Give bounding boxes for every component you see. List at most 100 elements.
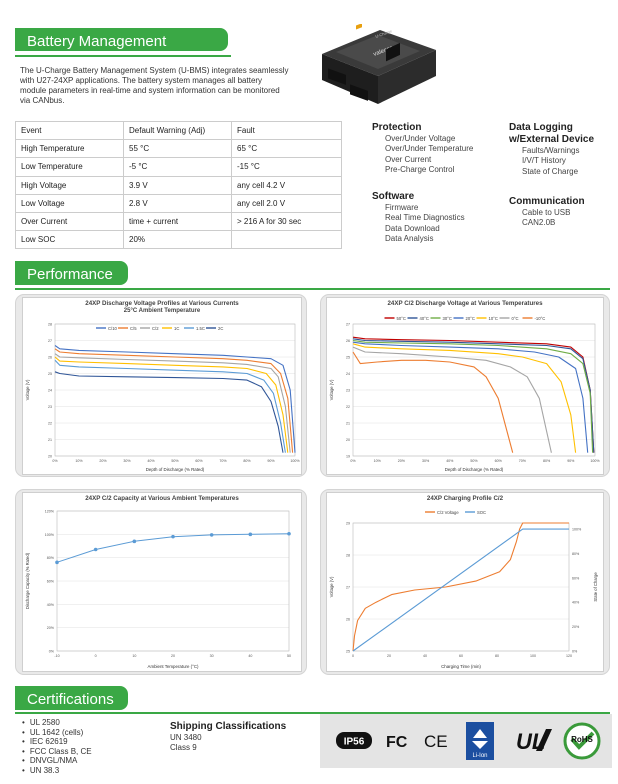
y-tick-label: 20 [48, 455, 52, 459]
legend-label: 10°C [489, 316, 498, 321]
x-tick-label: 100 [530, 654, 536, 658]
table-cell: -5 °C [123, 157, 232, 177]
y-tick-label: 20 [346, 438, 350, 442]
certification-item: UL 1642 (cells) [20, 728, 92, 738]
certification-item: FCC Class B, CE [20, 747, 92, 757]
x-tick-label: 100% [290, 459, 300, 463]
legend-label: 20°C [466, 316, 475, 321]
communication-item: CAN2.0B [522, 218, 556, 228]
x-tick-label: 30% [123, 459, 131, 463]
table-row: Low SOC 20% [15, 230, 342, 250]
y-tick-label: 24 [346, 372, 350, 376]
svg-text:IP56: IP56 [344, 737, 365, 748]
legend-label: 40°C [420, 316, 429, 321]
table-cell: 3.9 V [123, 175, 232, 195]
plot-area [56, 510, 290, 652]
certifications-title: Certifications [27, 691, 114, 708]
series-line-1-5c [54, 359, 286, 453]
y-tick-label: 40% [47, 603, 55, 607]
x-tick-label: 0% [350, 459, 356, 463]
y-tick-label: 24 [48, 389, 52, 393]
y-tick-label: 26 [48, 356, 52, 360]
x-tick-label: 20 [171, 654, 175, 658]
communication-item: Cable to USB [522, 208, 571, 217]
table-cell: -15 °C [231, 157, 342, 177]
x-tick-label: 40 [248, 654, 252, 658]
logging-section: Data Logging w/External Device Faults/Wa… [509, 122, 609, 177]
svg-text:RoHS: RoHS [571, 735, 593, 744]
bms-device-image: valence U-Charge [322, 24, 436, 104]
series-line-2c [54, 371, 284, 453]
certification-logos: IP56 FC CE Li-Ion UL RoHS [320, 714, 612, 768]
series-line--10-c [352, 351, 514, 453]
y-tick-label: 25 [346, 356, 350, 360]
software-item: Real Time Diagnostics [385, 213, 465, 223]
bms-title: Battery Management System [27, 33, 167, 67]
table-cell: any cell 2.0 V [231, 193, 342, 213]
y2-tick-label: 100% [572, 528, 582, 532]
data-point [132, 539, 137, 544]
legend-label: 50°C [397, 316, 406, 321]
liion-recycle-logo: Li-Ion [466, 722, 494, 760]
y-tick-label: 60% [47, 580, 55, 584]
series-line-0-c [352, 346, 552, 453]
table-header-cell: Default Warning (Adj) [123, 120, 232, 141]
y-axis-label: Discharge Capacity (% Rated) [25, 552, 30, 609]
y-tick-label: 27 [346, 586, 350, 590]
y-tick-label: 19 [346, 455, 350, 459]
x-tick-label: 10 [132, 654, 136, 658]
y-tick-label: 22 [48, 422, 52, 426]
series-line-40-c [352, 338, 595, 453]
y2-axis-label: State of Charge [593, 572, 598, 602]
legend-label: SOC [477, 510, 486, 515]
legend-item: C/10 [96, 326, 118, 331]
chart-title: 24XP C/2 Capacity at Various Ambient Tem… [85, 495, 239, 502]
ul-logo: UL [516, 729, 552, 754]
chart-title: 24XP Charging Profile C/2 [427, 495, 504, 502]
protection-item: Over/Under Temperature [385, 144, 474, 154]
y-tick-label: 100% [45, 533, 55, 537]
x-tick-label: 10% [374, 459, 382, 463]
fcc-logo: FC [386, 734, 408, 751]
series-line-c-2-voltage [352, 522, 569, 652]
shipping-item: Class 9 [170, 742, 197, 752]
table-row: Over Current time + current > 216 A for 30… [15, 211, 342, 232]
data-point [287, 531, 291, 536]
communication-title: Communication [509, 196, 585, 207]
y-tick-label: 120% [45, 510, 55, 514]
table-cell: Low Temperature [15, 157, 124, 177]
legend-item: C/2 [140, 326, 159, 331]
certification-item: DNVGL/NMA [20, 756, 92, 766]
table-cell: High Voltage [15, 175, 124, 195]
table-cell: time + current [123, 211, 232, 232]
legend-item: 0°C [499, 316, 519, 321]
certification-item: UN 38.3 [20, 766, 92, 776]
chart-discharge-temperatures: 24XP C/2 Discharge Voltage at Various Te… [326, 297, 604, 475]
y-tick-label: 25 [48, 372, 52, 376]
data-point [209, 533, 214, 537]
table-cell [231, 230, 342, 250]
svg-text:CE: CE [424, 732, 448, 751]
x-tick-label: 90% [267, 459, 275, 463]
series-line-20-c [352, 341, 589, 453]
software-section: Software Firmware Real Time Diagnostics … [372, 191, 502, 245]
y-tick-label: 21 [346, 422, 350, 426]
plot-area [352, 323, 596, 457]
y-tick-label: 22 [346, 405, 350, 409]
series-line-c-2 [54, 353, 291, 453]
legend-item: SOC [465, 510, 486, 515]
y-tick-label: 27 [48, 339, 52, 343]
x-tick-label: 100% [590, 459, 600, 463]
y2-tick-label: 20% [572, 625, 580, 629]
y-axis-label: Voltage (V) [329, 379, 334, 400]
table-cell: 55 °C [123, 139, 232, 159]
y2-tick-label: 40% [572, 601, 580, 605]
legend-item: -10°C [522, 316, 545, 321]
performance-title: Performance [27, 266, 113, 283]
x-tick-label: 60% [195, 459, 203, 463]
x-tick-label: 30 [210, 654, 214, 658]
section-header-bms: Battery Management System [15, 28, 228, 67]
y-tick-label: 28 [346, 554, 350, 558]
y-axis-label: Voltage (V) [25, 379, 30, 400]
x-tick-label: 70% [519, 459, 527, 463]
